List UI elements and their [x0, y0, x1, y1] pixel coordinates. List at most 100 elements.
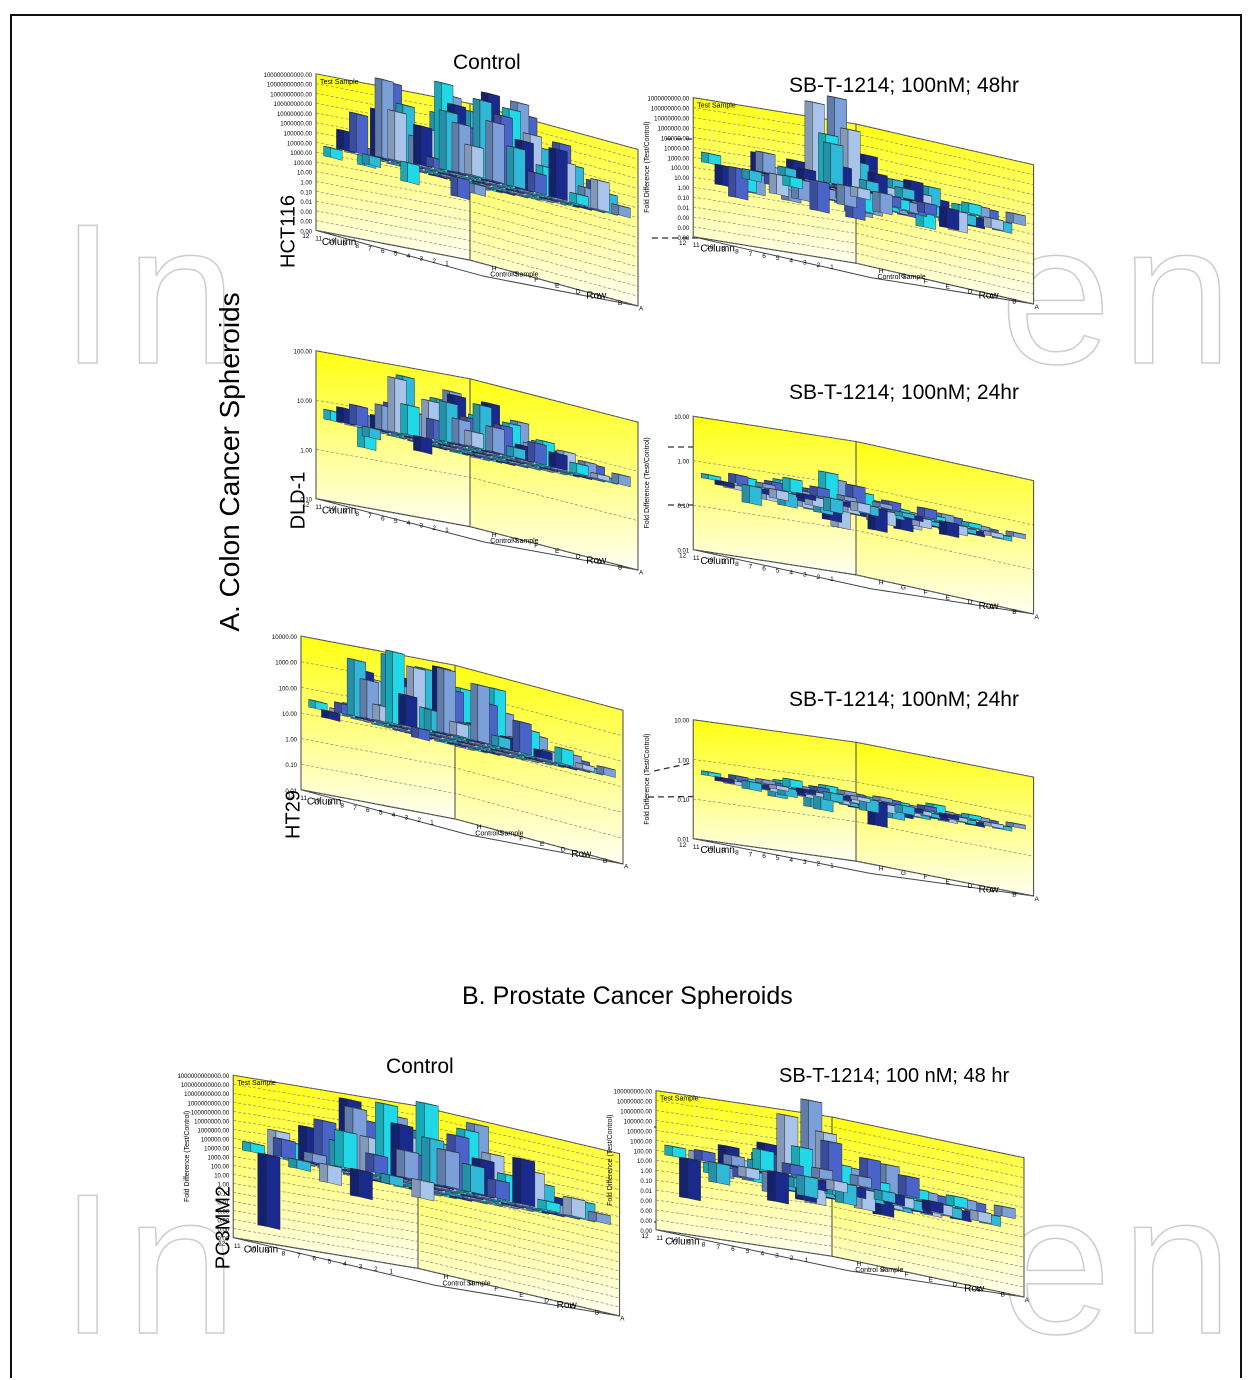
hct116-control-y-tick: 0.00: [300, 220, 312, 226]
hct116-treated-bar: [823, 141, 844, 186]
hct116-treated-x-tick: 7: [749, 251, 753, 258]
pc3mm2-treated-bar: [767, 1170, 789, 1205]
ht29-treated-y-tick: 10.00: [674, 719, 690, 725]
pc3mm2-treated-x-tick: 5: [746, 1248, 750, 1255]
pc3mm2-treated-x-tick: 6: [731, 1246, 735, 1253]
hct116-control-z-tick: B: [618, 300, 622, 307]
ht29-treated-x-tick: 4: [789, 857, 793, 864]
ht29-treated-z-tick: A: [1034, 896, 1039, 903]
pc3mm2-treated-y-tick: 100000.00: [624, 1119, 653, 1125]
hct116-treated-y-tick: 1.00: [678, 186, 690, 192]
pc3mm2-control-gridline: [233, 1228, 620, 1308]
pc3mm2-treated-x-tick: 9: [687, 1239, 691, 1246]
pc3mm2-control-x-tick: 10: [249, 1245, 257, 1252]
dld1-treated-x-tick: 2: [817, 574, 821, 581]
ht29-control-y-tick: 0.01: [285, 789, 297, 795]
pc3mm2-control-x-tick: 3: [359, 1263, 363, 1270]
hct116-treated-bar: [1005, 211, 1026, 227]
dld1-control-y-tick: 0.10: [300, 498, 312, 504]
hct116-treated-bar: [809, 179, 830, 214]
hct116-control-y-tick: 10000.00: [287, 141, 313, 147]
hct116-treated-bar: [782, 174, 803, 190]
pc3mm2-treated-bar: [708, 1161, 731, 1186]
pc3mm2-control-y-tick: 0.01: [218, 1201, 230, 1207]
hct116-treated-gridline: [693, 127, 1034, 195]
ht29-control-x-tick: 3: [405, 814, 409, 821]
ht29-treated-x-tick: 12: [679, 842, 687, 849]
pc3mm2-control-y-tick: 100000000.00: [191, 1110, 230, 1116]
hct116-treated-z-tick: D: [968, 288, 973, 295]
hct116-control-x-tick: 2: [432, 258, 436, 265]
pc3mm2-control-gridline: [233, 1219, 620, 1299]
watermark-left-top: In: [59, 182, 247, 407]
hct116-treated-gridline: [693, 117, 1034, 185]
pc3mm2-treated-bar: [897, 1174, 920, 1199]
dld1-treated-x-tick: 11: [693, 555, 700, 562]
pc3mm2-treated-bar: [969, 1209, 992, 1224]
dld1-treated-y-tick: 0.10: [678, 504, 690, 510]
pc3mm2-treated-z-tick: D: [952, 1281, 957, 1288]
pc3mm2-control-x-tick: 8: [282, 1251, 286, 1258]
ht29-treated-bar: [894, 803, 915, 816]
pc3mm2-treated-bar: [921, 1199, 944, 1214]
pc3mm2-treated-z-tick: H: [856, 1261, 861, 1268]
ht29-treated-x-tick: 9: [722, 848, 726, 855]
pc3mm2-treated-bar: [781, 1162, 804, 1177]
chart-pc3mm2-control: 1000000000000.00 100000000000.00 100000000…: [177, 1074, 670, 1372]
ht29-treated-bar: [916, 804, 937, 813]
ht29-control-x-tick: 10: [313, 797, 321, 804]
dld1-treated-x-tick: 1: [830, 576, 834, 583]
pc3mm2-control-bar: [411, 1178, 435, 1202]
watermark-right-top: en: [999, 182, 1243, 407]
ht29-treated-y-tick: 1.00: [678, 758, 690, 764]
pc3mm2-treated-gridline: [655, 1179, 1025, 1248]
hct116-control-x-label: Column: [322, 237, 356, 248]
pc3mm2-control-y-tick: 100000000000.00: [181, 1083, 230, 1089]
pc3mm2-control-bar: [272, 1137, 296, 1161]
chart-pc3mm2-treated: 100000000.00 10000000.00 1000000.00 100000.…: [607, 1090, 1072, 1345]
pc3mm2-treated-z-tick: F: [905, 1271, 909, 1278]
ht29-treated-bar: [872, 795, 893, 804]
hct116-treated-z-tick: G: [901, 273, 906, 280]
ht29-control-annotation: Control Sample: [475, 830, 523, 837]
pc3mm2-treated-bar: [993, 1204, 1016, 1220]
pc3mm2-treated-z-tick: B: [1001, 1292, 1005, 1299]
hct116-control-z-tick: A: [639, 306, 644, 313]
ht29-treated-bar: [741, 780, 762, 792]
dld1-treated-z-tick: G: [901, 584, 906, 591]
pc3mm2-control-y-tick: 0.10: [218, 1191, 230, 1197]
pc3mm2-treated-z-tick: C: [976, 1287, 981, 1294]
pc3mm2-treated-z-label: Row: [964, 1283, 985, 1294]
pc3mm2-control-bar: [537, 1198, 561, 1214]
pc3mm2-control-bar: [512, 1156, 536, 1208]
hct116-treated-y-tick: 10.00: [674, 176, 690, 182]
pc3mm2-treated-gridline: [655, 1090, 1025, 1159]
hct116-treated-y-label: Fold Difference (Test/Control): [644, 122, 651, 213]
dld1-treated-gridline: [693, 549, 1034, 615]
hct116-control-z-tick: E: [555, 283, 560, 290]
pc3mm2-control-y-tick: 1000000.00: [197, 1128, 229, 1134]
hct116-treated-bar: [961, 201, 982, 216]
chart-hct116-treated: 1000000000.00 100000000.00 10000000.00 1000…: [644, 95, 1078, 352]
treatment-header-hct116: SB-T-1214; 100nM; 48hr: [789, 74, 1019, 97]
hct116-treated-x-label: Column: [700, 243, 734, 254]
hct116-control-bar: [361, 153, 381, 169]
hct116-control-z-tick: C: [597, 294, 602, 301]
control-header-prostate: Control: [386, 1055, 454, 1078]
pc3mm2-control-y-tick: 10000.00: [204, 1146, 230, 1152]
ht29-control-x-tick: 1: [430, 819, 434, 826]
dld1-control-x-tick: 10: [328, 506, 336, 513]
ht29-treated-x-tick: 1: [830, 863, 834, 870]
pc3mm2-treated-gridline: [655, 1219, 1025, 1288]
pc3mm2-control-bar: [288, 1157, 312, 1172]
hct116-treated-annotation: Control Sample: [877, 274, 925, 281]
pc3mm2-control-x-tick: 11: [234, 1243, 241, 1250]
ht29-control-y-tick: 100.00: [279, 686, 298, 692]
hct116-treated-bar: [850, 185, 871, 201]
pc3mm2-control-bar: [562, 1195, 586, 1220]
dld1-control-z-tick: H: [492, 532, 497, 539]
dld1-control-bar: [485, 425, 505, 455]
dld1-treated-gridline: [693, 415, 1034, 481]
hct116-control-z-tick: F: [534, 277, 538, 284]
ht29-treated-gridline: [693, 798, 1034, 857]
